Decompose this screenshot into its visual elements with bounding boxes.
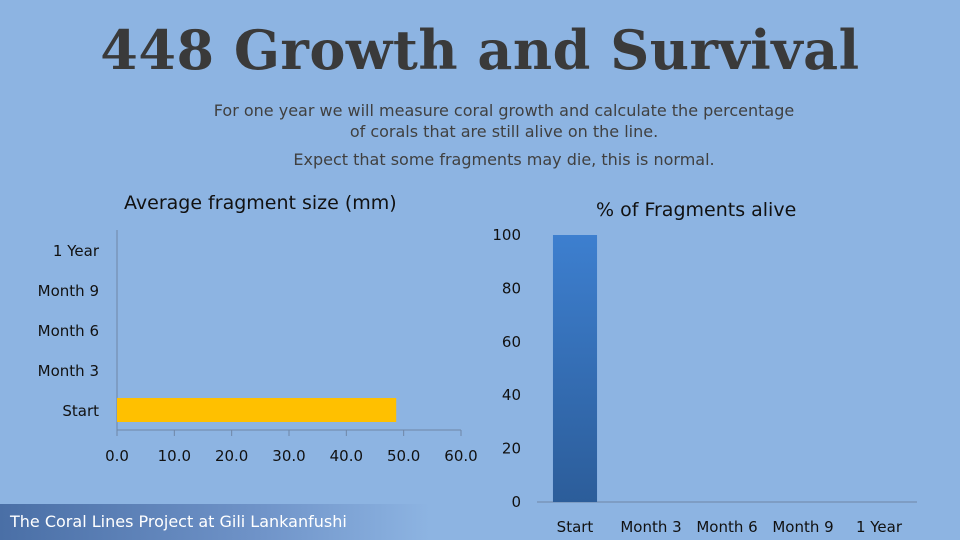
x-category-label: Month 9 [772,518,833,536]
x-tick-label: 40.0 [330,447,363,465]
subtitle-line-3: Expect that some fragments may die, this… [293,150,715,169]
size-bar-chart: 0.0 10.0 20.0 30.0 40.0 50.0 60.0 Start Month 3 M… [38,230,478,465]
y-tick-label: 20 [502,440,521,458]
left-chart-title: Average fragment size (mm) [124,192,397,214]
y-tick-label: 0 [511,493,521,511]
y-tick-label: 100 [492,226,521,244]
y-tick-label: 40 [502,386,521,404]
x-category-label: Month 3 [620,518,681,536]
y-category-label: Month 6 [38,322,99,340]
x-category-label: Month 6 [696,518,757,536]
x-category-label: Start [557,518,594,536]
subtitle-line-1: For one year we will measure coral growt… [213,101,795,120]
y-tick-label: 60 [502,333,521,351]
slide-title: 448 Growth and Survival [100,18,860,82]
x-tick-label: 10.0 [158,447,191,465]
y-category-label: Start [62,402,99,420]
survival-column-chart: 0 20 40 60 80 100 Start Month 3 Month 6 Month 9 1 … [492,226,917,536]
bar-start [117,398,397,422]
y-category-label: Month 9 [38,282,99,300]
x-tick-label: 30.0 [272,447,305,465]
x-tick-label: 0.0 [105,447,129,465]
x-category-label: 1 Year [856,518,903,536]
x-tick-label: 60.0 [444,447,477,465]
y-tick-label: 80 [502,279,521,297]
y-category-label: 1 Year [53,242,100,260]
x-tick-label: 50.0 [387,447,420,465]
x-tick-label: 20.0 [215,447,248,465]
right-chart-title: % of Fragments alive [596,199,797,221]
column-start [552,235,598,502]
footer-banner: The Coral Lines Project at Gili Lankanfu… [0,504,430,540]
footer-text: The Coral Lines Project at Gili Lankanfu… [10,512,347,531]
y-category-label: Month 3 [38,362,99,380]
subtitle-line-2: of corals that are still alive on the li… [349,122,659,141]
